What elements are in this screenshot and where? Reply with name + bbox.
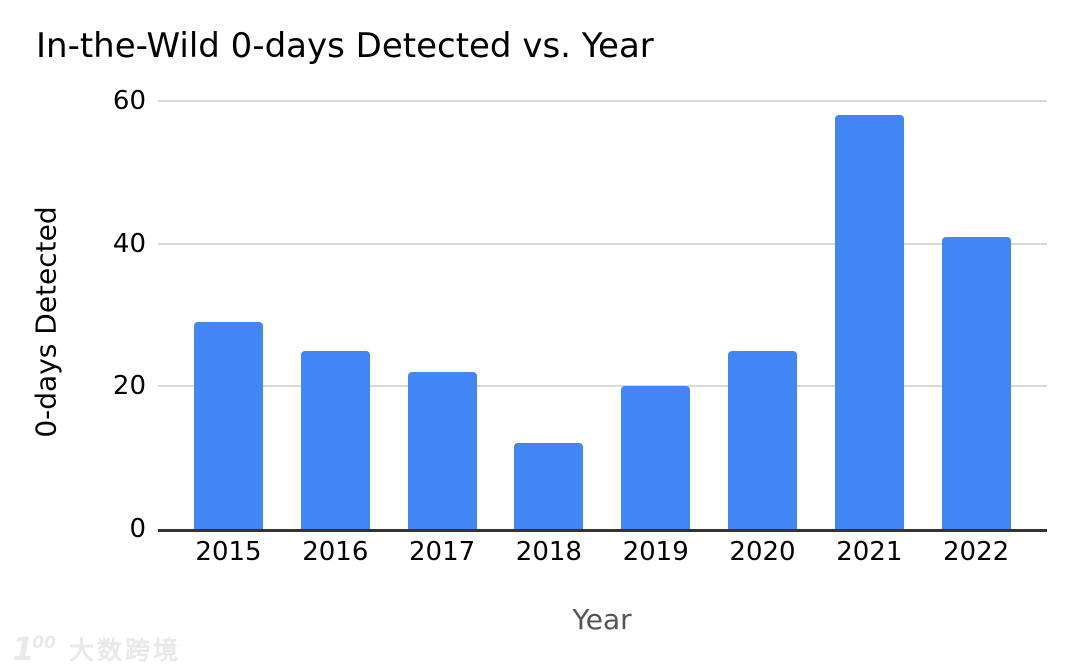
gridline-y-20 — [158, 385, 1047, 388]
watermark-text: 大数跨境 — [69, 636, 182, 665]
x-tick-label-2015: 2015 — [195, 537, 262, 567]
gridline-y-40 — [158, 242, 1047, 245]
plot-area — [158, 100, 1047, 532]
watermark-logo-oo: 00 — [32, 633, 56, 653]
y-tick-label-60: 60 — [112, 86, 146, 116]
chart-title: In-the-Wild 0-days Detected vs. Year — [36, 26, 654, 66]
y-tick-label-0: 0 — [129, 514, 146, 544]
x-tick-label-2019: 2019 — [622, 537, 689, 567]
bar-2018 — [514, 443, 584, 529]
x-tick-label-2021: 2021 — [836, 537, 903, 567]
x-tick-label-2017: 2017 — [409, 537, 476, 567]
x-tick-label-2018: 2018 — [515, 537, 582, 567]
x-axis-title: Year — [572, 603, 632, 636]
bar-2016 — [300, 350, 370, 529]
y-tick-label-40: 40 — [112, 228, 146, 259]
watermark-logo: 100 — [12, 630, 56, 668]
y-tick-label-20: 20 — [112, 371, 146, 402]
x-tick-label-2016: 2016 — [302, 537, 369, 567]
x-axis-line — [158, 529, 1047, 532]
watermark: 100 大数跨境 — [12, 630, 181, 668]
bar-2019 — [621, 386, 691, 529]
bar-2017 — [407, 372, 477, 529]
bar-2022 — [941, 236, 1011, 529]
x-tick-label-2022: 2022 — [943, 537, 1010, 567]
gridline-y-60 — [158, 100, 1047, 102]
bar-2020 — [728, 350, 797, 529]
x-tick-label-2020: 2020 — [729, 537, 796, 567]
bar-2015 — [194, 322, 263, 529]
bar-2021 — [834, 115, 904, 529]
